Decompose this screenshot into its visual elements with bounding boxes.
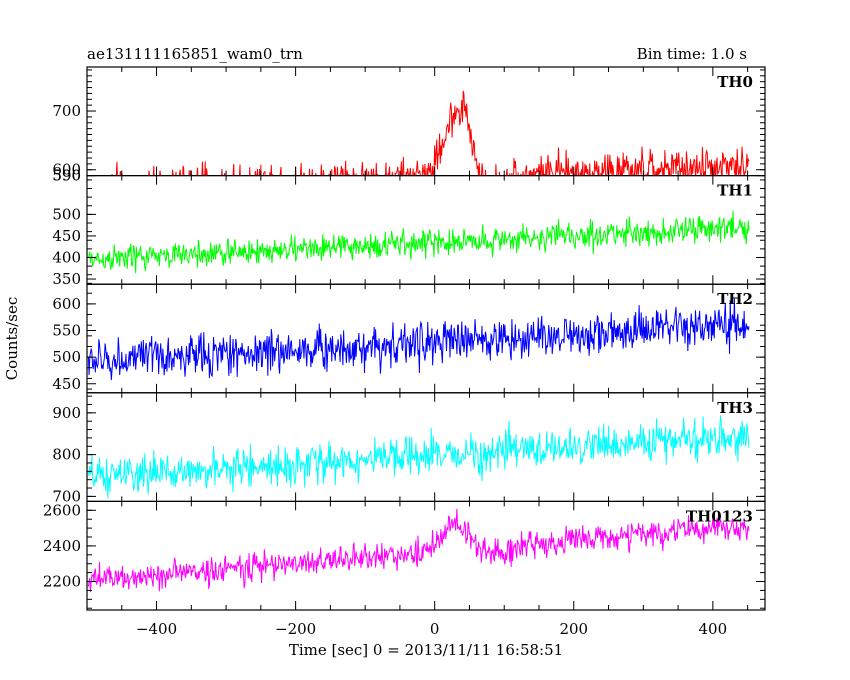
- x-tick-label: 0: [430, 620, 440, 638]
- x-axis-label: Time [sec] 0 = 2013/11/11 16:58:51: [289, 641, 563, 659]
- panel-label: TH1: [717, 182, 753, 200]
- x-tick-label: 200: [559, 620, 588, 638]
- y-tick-label: 600: [52, 295, 81, 313]
- x-tick-label: −200: [275, 620, 316, 638]
- y-tick-label: 450: [52, 375, 81, 393]
- y-tick-label: 400: [52, 248, 81, 266]
- panel-th2: 600 550 500 450 TH2: [52, 283, 766, 394]
- series-th3: [87, 415, 750, 499]
- panel-label: TH2: [717, 290, 753, 308]
- y-tick-label: 550: [52, 322, 81, 340]
- series-th0: [111, 90, 750, 176]
- y-tick-label: 2600: [43, 501, 81, 519]
- y-axis-label: Counts/sec: [3, 297, 21, 381]
- chart-title-right: Bin time: 1.0 s: [637, 45, 747, 63]
- panel-frame: [86, 66, 766, 177]
- panel-th1: 500 450 400 350 590 TH1: [52, 167, 766, 288]
- panel-th3: 900 800 700 TH3: [52, 392, 766, 505]
- y-tick-label: 900: [52, 404, 81, 422]
- x-tick-label: −400: [136, 620, 177, 638]
- series-th2: [87, 298, 750, 381]
- panels-group: 700600590TH0500450400350590TH16005505004…: [43, 66, 766, 638]
- x-tick-label: 400: [699, 620, 728, 638]
- y-tick-label: 2400: [43, 537, 81, 555]
- panel-label: TH3: [717, 399, 753, 417]
- y-tick-label: 500: [52, 205, 81, 223]
- panel-label: TH0123: [686, 507, 753, 525]
- y-tick-label: 800: [52, 446, 81, 464]
- panel-th0123: 2600 2400 2200 TH0123: [43, 500, 766, 611]
- panel-label: TH0: [717, 73, 753, 91]
- y-tick-label: 500: [52, 348, 81, 366]
- y-tick-label: 590: [52, 167, 81, 185]
- chart-title-left: ae131111165851_wam0_trn: [87, 45, 303, 63]
- y-tick-label: 450: [52, 227, 81, 245]
- y-tick-label: 350: [52, 270, 81, 288]
- series-th1: [87, 210, 750, 274]
- series-th0123: [87, 508, 750, 593]
- y-tick-label: 700: [52, 102, 81, 120]
- y-tick-label: 700: [52, 487, 81, 505]
- panel-frame: [86, 500, 766, 611]
- y-tick-label: 2200: [43, 573, 81, 591]
- y-tick-label: 600: [52, 161, 81, 179]
- y-tick-label: 590: [52, 167, 81, 185]
